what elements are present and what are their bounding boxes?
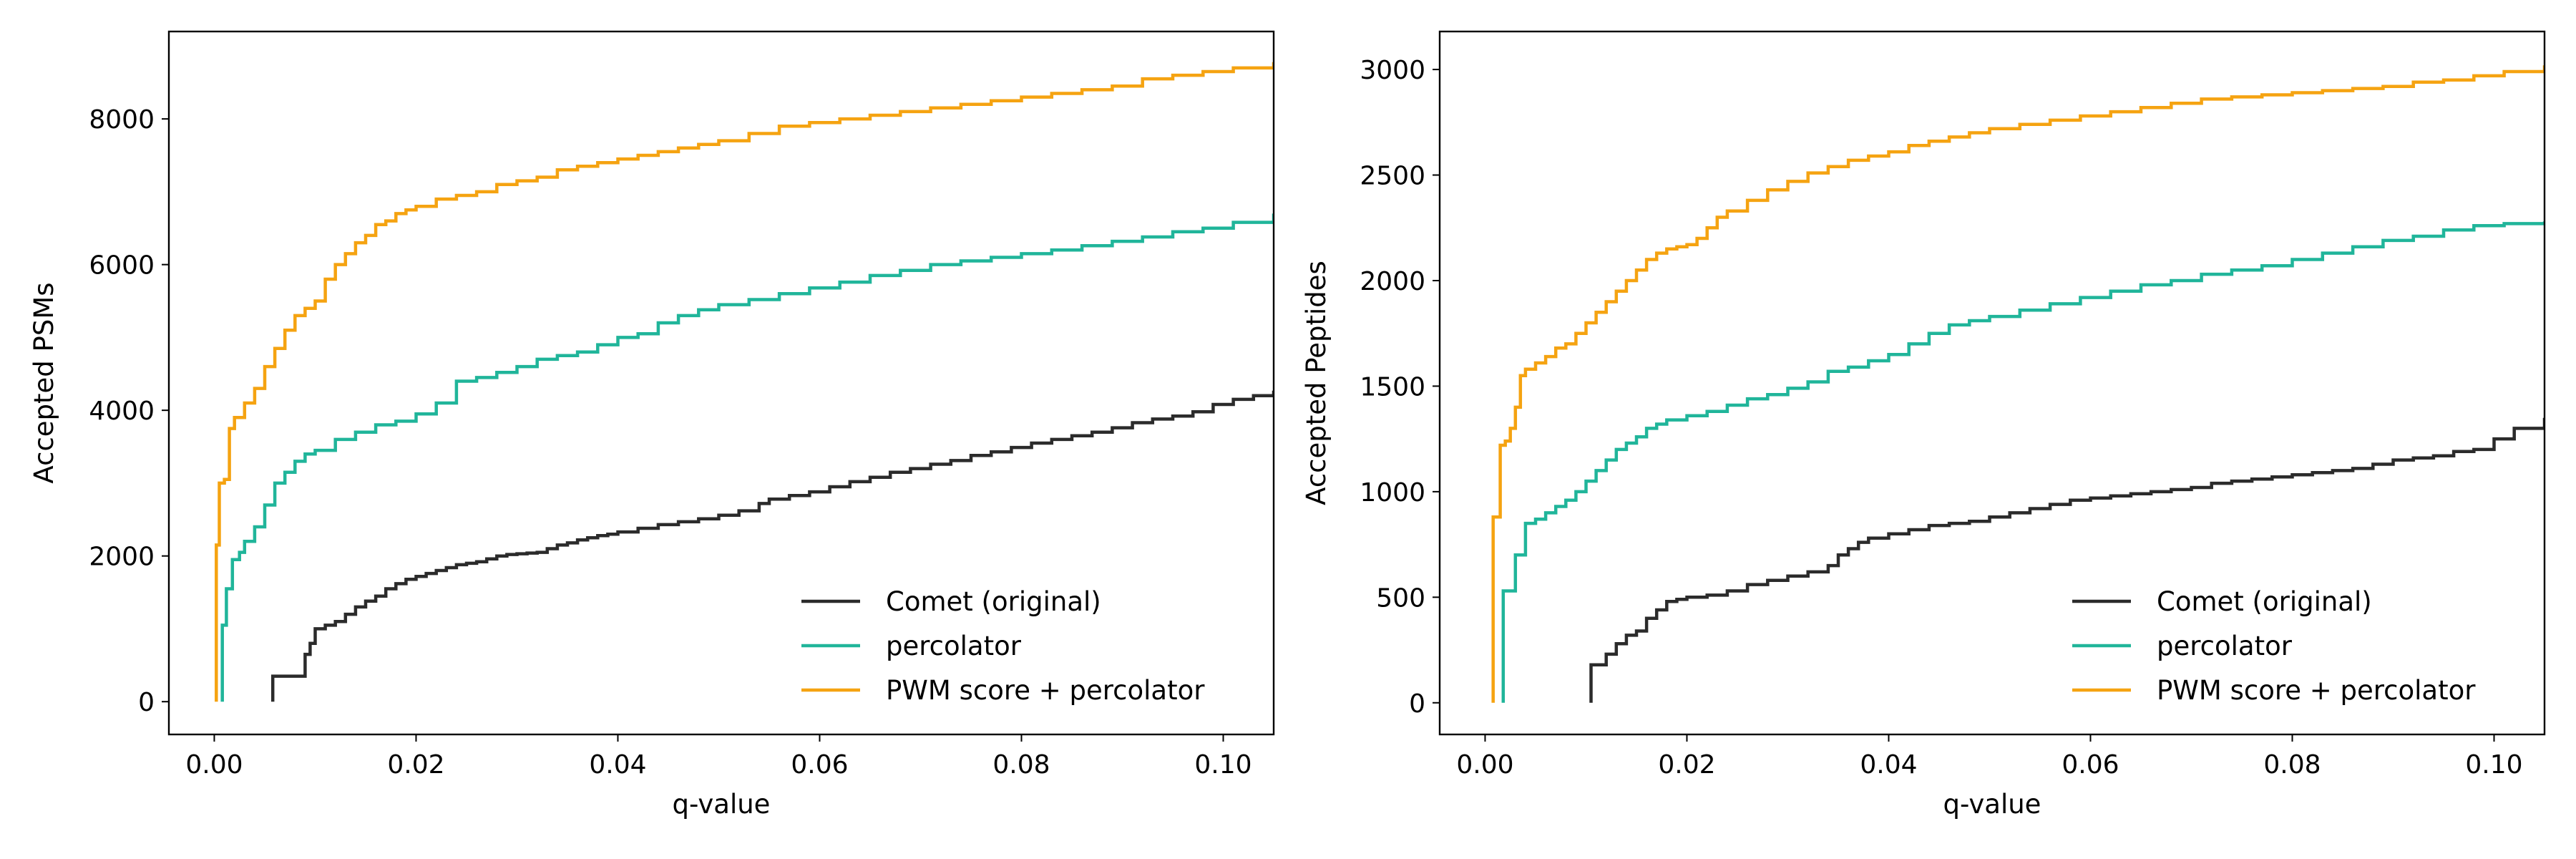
y-axis-label: Accepted Peptides [1301,261,1332,505]
x-tick-label: 0.00 [1456,750,1513,780]
x-tick-label: 0.04 [589,750,646,780]
x-tick-label: 0.02 [387,750,444,780]
x-axis-label: q-value [1943,789,2041,820]
chart-panel-1: 0.00 0.02 0.04 0.06 0.08 0.10 0 2000 4000 6000 800… [29,30,1275,820]
legend-label-comet: Comet (original) [2157,586,2372,617]
x-tick-label: 0.02 [1658,750,1715,780]
y-tick-label: 500 [1376,583,1425,613]
y-tick-label: 0 [138,688,155,717]
y-axis-label: Accepted PSMs [29,282,59,483]
x-tick-label: 0.10 [2465,750,2522,780]
y-tick-label: 0 [1409,689,1425,719]
x-tick-label: 0.08 [992,750,1050,780]
y-tick-label: 2000 [89,543,155,572]
y-tick-label: 2000 [1360,267,1425,296]
y-tick-label: 2500 [1360,162,1425,191]
y-tick-label: 8000 [89,105,155,135]
legend: Comet (original) percolator PWM score + pe… [801,586,1205,706]
legend-label-pwm: PWM score + percolator [886,675,1205,706]
series-line-pwm [215,62,1274,702]
axes-frame [167,30,1275,736]
y-tick-label: 3000 [1360,56,1425,85]
y-tick-label: 4000 [89,397,155,426]
series-line-percolator [220,213,1274,702]
x-tick-label: 0.06 [2062,750,2119,780]
series-line-comet [270,390,1274,702]
series-line-comet [1589,417,2545,703]
series-line-percolator [1501,221,2545,703]
x-tick-label: 0.06 [791,750,848,780]
y-tick-label: 1500 [1360,372,1425,402]
legend: Comet (original) percolator PWM score + pe… [2072,586,2476,706]
legend-label-comet: Comet (original) [886,586,1101,617]
legend-label-pwm: PWM score + percolator [2157,675,2476,706]
legend-label-percolator: percolator [2157,631,2293,661]
y-tick-label: 1000 [1360,478,1425,508]
x-tick-label: 0.00 [185,750,243,780]
chart-panel-2: 0.00 0.02 0.04 0.06 0.08 0.10 0 500 1000 1500 2000… [1301,30,2546,820]
x-tick-label: 0.10 [1194,750,1252,780]
series-line-pwm [1491,65,2545,703]
x-tick-label: 0.08 [2263,750,2321,780]
axes-frame [1438,30,2546,736]
y-tick-label: 6000 [89,251,155,281]
x-tick-label: 0.04 [1860,750,1917,780]
x-axis-label: q-value [673,789,771,820]
legend-label-percolator: percolator [886,631,1022,661]
